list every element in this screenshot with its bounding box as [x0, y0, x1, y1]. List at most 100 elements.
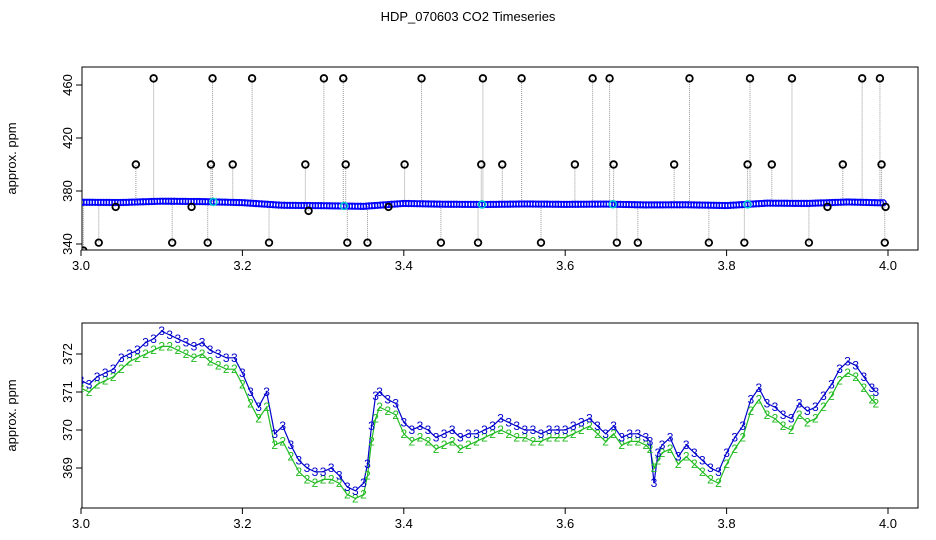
- series-marker: 3: [94, 370, 101, 384]
- outlier-point: [131, 160, 141, 169]
- series-marker: 2: [166, 339, 173, 353]
- series-marker: 3: [166, 328, 173, 342]
- series-marker: 3: [425, 423, 432, 437]
- series-marker: 2: [634, 434, 641, 448]
- series-marker: 3: [372, 389, 379, 403]
- series-marker: 2: [199, 347, 206, 361]
- series-marker: 2: [392, 408, 399, 422]
- y-tick-label: 340: [60, 233, 75, 255]
- series-marker: 2: [513, 431, 520, 445]
- series-marker: 3: [102, 366, 109, 380]
- series-marker: 2: [263, 400, 270, 414]
- outlier-point: [384, 202, 393, 212]
- outlier-point: [187, 202, 196, 212]
- x-tick-label: 4.0: [879, 516, 897, 531]
- highlight-point: [209, 197, 218, 207]
- series-marker: 3: [812, 400, 819, 414]
- series-marker: 3: [691, 446, 698, 460]
- series-marker: 2: [134, 351, 141, 365]
- series-marker: 2: [586, 419, 593, 433]
- series-marker: 2: [312, 476, 319, 490]
- series-marker: 3: [828, 377, 835, 391]
- outlier-point: [685, 74, 694, 83]
- y-axis-label: approx. ppm: [4, 122, 19, 194]
- series-marker: 2: [86, 385, 93, 399]
- series-marker: 2: [578, 423, 585, 437]
- series-marker: 2: [94, 377, 101, 391]
- series-marker: 3: [852, 358, 859, 372]
- series-marker: 3: [804, 404, 811, 418]
- series-marker: 3: [643, 431, 650, 445]
- x-tick-label: 3.0: [72, 516, 90, 531]
- series-marker: 2: [675, 457, 682, 471]
- series-marker: 2: [102, 374, 109, 388]
- outlier-point: [343, 238, 352, 247]
- outlier-point: [875, 74, 885, 83]
- series-marker: 3: [312, 465, 319, 479]
- series-marker: 2: [820, 400, 827, 414]
- series-marker: 3: [667, 431, 674, 445]
- outlier-point: [612, 238, 622, 247]
- series-marker: 3: [836, 362, 843, 376]
- series-marker: 2: [764, 408, 771, 422]
- series-marker: 3: [562, 423, 569, 437]
- series-marker: 3: [400, 415, 407, 429]
- series-marker: 2: [546, 431, 553, 445]
- outlier-point: [767, 160, 776, 169]
- series-marker: 3: [869, 381, 876, 395]
- series-marker: 2: [441, 438, 448, 452]
- outlier-point: [111, 202, 120, 212]
- series-marker: 3: [360, 476, 367, 490]
- series-marker: 2: [364, 469, 371, 483]
- series-marker: 3: [86, 377, 93, 391]
- outlier-point: [669, 160, 679, 169]
- series-marker: 3: [796, 396, 803, 410]
- bottom-panel: 3.0 3.2 3.4 3.6 3.8 4.0 369 370 371 372 approx. pp…: [4, 322, 919, 531]
- series-marker: 3: [473, 427, 480, 441]
- outlier-point: [633, 238, 643, 247]
- series-marker: 3: [247, 385, 254, 399]
- series-marker: 3: [231, 351, 238, 365]
- outlier-point: [478, 74, 488, 83]
- series-marker: 2: [530, 434, 537, 448]
- series-marker: 3: [505, 415, 512, 429]
- series-marker: 3: [223, 351, 230, 365]
- series-marker: 2: [296, 465, 303, 479]
- series-marker: 3: [626, 427, 633, 441]
- series-marker: 3: [655, 446, 662, 460]
- outlier-point: [605, 74, 614, 83]
- outlier-point: [94, 238, 103, 247]
- outlier-point: [264, 238, 274, 247]
- series-marker: 3: [158, 324, 165, 338]
- series-marker: 3: [384, 393, 391, 407]
- series-marker: 2: [118, 362, 125, 376]
- series-marker: 3: [844, 355, 851, 369]
- series-marker: 3: [134, 343, 141, 357]
- series-marker: 2: [860, 381, 867, 395]
- series-marker: 2: [812, 412, 819, 426]
- series-marker: 2: [352, 491, 359, 505]
- series-marker: 2: [287, 450, 294, 464]
- series-marker: 3: [756, 381, 763, 395]
- series-marker: 3: [707, 461, 714, 475]
- series-marker: 2: [626, 434, 633, 448]
- highlight-point: [339, 201, 349, 211]
- series-marker: 3: [522, 423, 529, 437]
- series-marker: 3: [465, 427, 472, 441]
- series-marker: 2: [304, 472, 311, 486]
- series-marker: 3: [255, 400, 262, 414]
- series-marker: 2: [707, 472, 714, 486]
- y-tick-label: 370: [60, 419, 75, 441]
- series-marker: 3: [481, 423, 488, 437]
- series-marker: 2: [376, 400, 383, 414]
- series-marker: 2: [497, 423, 504, 437]
- series-marker: 3: [271, 427, 278, 441]
- series-marker: 3: [683, 438, 690, 452]
- x-tick-label: 3.8: [718, 516, 736, 531]
- series-marker: 2: [618, 438, 625, 452]
- series-marker: 2: [215, 358, 222, 372]
- series-marker: 2: [126, 355, 133, 369]
- series-marker: 2: [747, 404, 754, 418]
- outlier-point: [228, 160, 237, 169]
